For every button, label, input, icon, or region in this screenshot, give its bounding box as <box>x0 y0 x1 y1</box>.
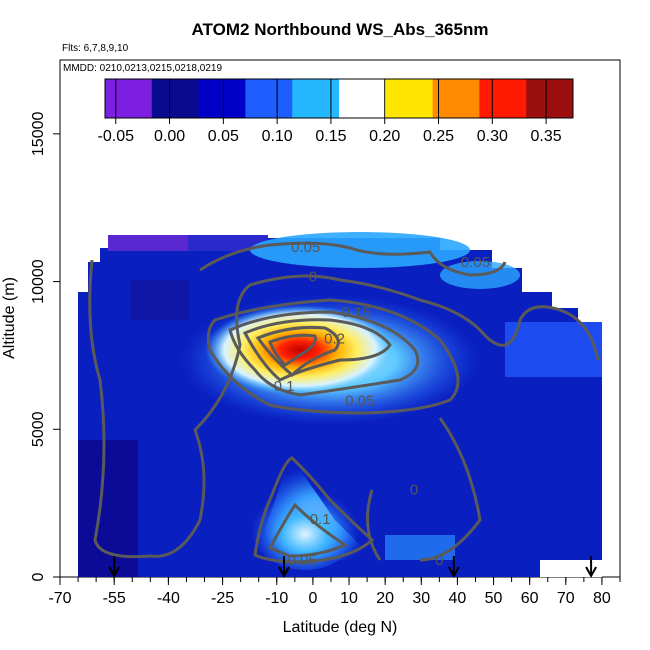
contour-label: 0.05 <box>345 393 374 410</box>
y-tick-label: 0 <box>30 572 47 581</box>
contour-line-005-top <box>199 241 507 277</box>
heatmap-cell-negative <box>188 235 268 251</box>
colorbar-swatch <box>385 79 434 118</box>
contour-lines <box>88 241 600 564</box>
colorbar-tick-label: 0.00 <box>154 128 185 145</box>
y-tick-label: 15000 <box>30 112 47 157</box>
colorbar-tick-label: 0.35 <box>531 128 562 145</box>
x-tick-label: -55 <box>103 590 126 607</box>
contour-line-005-mid <box>206 298 460 415</box>
flight-arrow-head <box>585 566 597 579</box>
flight-arrow-head <box>447 566 460 579</box>
x-tick-label: 40 <box>449 590 467 607</box>
contour-label: 0 <box>309 269 317 286</box>
x-tick-label: 70 <box>557 590 575 607</box>
contour-label: 0.1 <box>310 511 331 528</box>
colorbar-swatch <box>339 79 387 118</box>
contour-line-0-right <box>366 417 482 562</box>
x-tick-label: 20 <box>376 590 394 607</box>
heatmap-hot-core <box>205 305 395 395</box>
chart-title: ATOM2 Northbound WS_Abs_365nm <box>192 20 489 39</box>
contour-line-01 <box>228 310 420 397</box>
colorbar-swatch <box>526 79 574 118</box>
contour-line-015 <box>242 318 392 382</box>
contour-label: 0 <box>435 552 443 569</box>
x-axis: -70 -55 -40 -25 -10 0 10 20 30 40 50 60 70 80 <box>48 577 621 607</box>
x-tick-label: -25 <box>211 590 234 607</box>
colorbar-tick-label: 0.10 <box>262 128 293 145</box>
dates-label: MMDD: 0210,0213,0215,0218,0219 <box>63 63 222 74</box>
colorbar-tick-label: 0.05 <box>208 128 239 145</box>
contour-label: 0.15 <box>342 304 371 321</box>
colorbar-swatch <box>432 79 480 118</box>
x-tick-label: -40 <box>157 590 180 607</box>
x-tick-label: 10 <box>340 590 358 607</box>
heatmap-cell-low <box>385 535 455 560</box>
contour-label: 0.05 <box>461 254 490 271</box>
flight-arrows <box>108 556 597 579</box>
colorbar-swatch <box>292 79 340 118</box>
colorbar-swatch <box>105 79 153 118</box>
colorbar-tick-label: 0.15 <box>315 128 346 145</box>
colorbar-swatch <box>245 79 293 118</box>
heatmap-cell-empty <box>540 560 602 577</box>
contour-label: 0.2 <box>324 331 345 348</box>
colorbar-frame <box>104 78 574 119</box>
colorbar-swatches <box>105 79 574 118</box>
heatmap-cell-negative <box>108 235 188 251</box>
colorbar-swatch <box>151 79 200 118</box>
contour-line-low-01 <box>267 502 349 558</box>
y-axis-label: Altitude (m) <box>1 277 18 359</box>
x-tick-label: 60 <box>521 590 539 607</box>
colorbar-tick-label: 0.25 <box>423 128 454 145</box>
contour-label: 0.05 <box>291 239 320 256</box>
contour-line-low-005 <box>253 456 375 564</box>
contour-line-0-mid <box>339 278 600 361</box>
flight-arrow-head <box>108 566 121 579</box>
contour-labels: 0 0.05 0.05 0.15 0.2 0.1 0.05 0 0.1 0.05 0 <box>274 239 491 569</box>
flights-label: Flts: 6,7,8,9,10 <box>62 43 129 54</box>
y-axis: 0 5000 10000 15000 <box>30 112 60 581</box>
x-tick-label: 0 <box>308 590 317 607</box>
x-tick-label: -10 <box>265 590 288 607</box>
contour-label: 0.05 <box>287 552 316 569</box>
colorbar: -0.05 0.00 0.05 0.10 0.15 0.20 0.25 0.30 0.35 <box>98 78 574 145</box>
contour-line-0-left <box>88 259 341 559</box>
colorbar-tick-label: 0.30 <box>477 128 508 145</box>
colorbar-swatch <box>479 79 527 118</box>
contour-label: 0 <box>410 481 418 498</box>
y-tick-label: 10000 <box>30 259 47 304</box>
colorbar-ticks: -0.05 0.00 0.05 0.10 0.15 0.20 0.25 0.30 0.35 <box>98 79 562 145</box>
heatmap-cell-dark <box>130 280 190 320</box>
y-tick-label: 5000 <box>30 411 47 447</box>
colorbar-tick-label: 0.20 <box>369 128 400 145</box>
contour-label: 0.1 <box>274 378 295 395</box>
contour-line-02 <box>255 325 340 378</box>
x-tick-label: -70 <box>48 590 71 607</box>
contour-line-025 <box>268 333 317 367</box>
flight-arrow-head <box>278 566 290 579</box>
colorbar-tick-label: -0.05 <box>98 128 135 145</box>
x-tick-label: 80 <box>593 590 611 607</box>
x-axis-label: Latitude (deg N) <box>283 619 398 636</box>
x-tick-label: 30 <box>412 590 430 607</box>
x-tick-label: 50 <box>485 590 503 607</box>
colorbar-swatch <box>198 79 246 118</box>
